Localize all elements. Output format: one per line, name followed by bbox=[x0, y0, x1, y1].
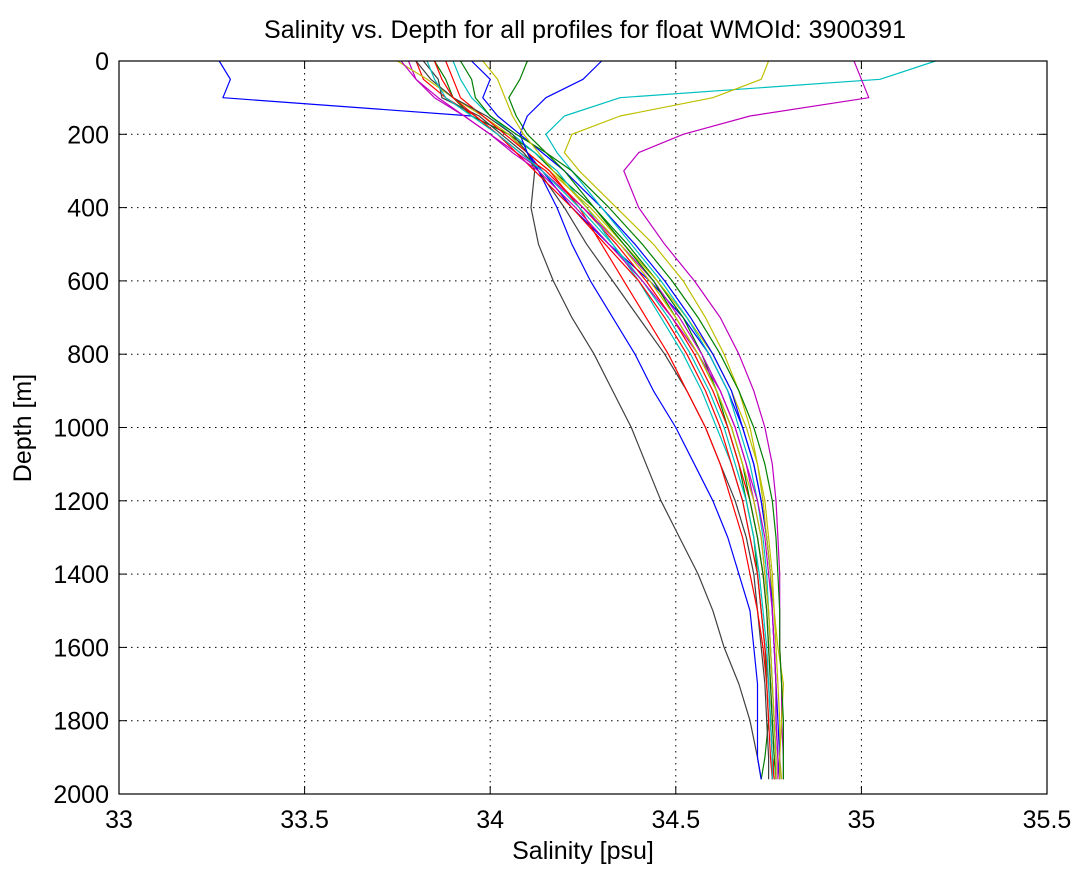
profile-line bbox=[459, 60, 785, 780]
x-tick-label: 35 bbox=[847, 806, 875, 834]
y-tick-label: 800 bbox=[67, 341, 109, 369]
y-tick-label: 1200 bbox=[53, 488, 109, 516]
axis-ticks: 33 33.5 34 34.5 35 35.5 0 200 400 600 800 1000 1200 1… bbox=[53, 48, 1071, 834]
y-tick-label: 1600 bbox=[53, 634, 109, 662]
y-tick-label: 600 bbox=[67, 268, 109, 296]
x-tick-label: 35.5 bbox=[1023, 806, 1072, 834]
y-axis-label: Depth [m] bbox=[9, 374, 37, 482]
profile-line bbox=[563, 60, 785, 780]
profile-line bbox=[445, 60, 773, 780]
y-tick-label: 1000 bbox=[53, 415, 109, 443]
y-tick-label: 1800 bbox=[53, 708, 109, 736]
x-tick-label: 34.5 bbox=[651, 806, 700, 834]
y-tick-label: 200 bbox=[67, 121, 109, 149]
profile-line bbox=[426, 60, 773, 780]
profile-line bbox=[482, 60, 777, 780]
y-tick-label: 0 bbox=[95, 48, 109, 76]
profile-line bbox=[400, 60, 779, 780]
y-tick-label: 2000 bbox=[53, 781, 109, 809]
x-axis-label: Salinity [psu] bbox=[512, 837, 654, 865]
x-tick-label: 33.5 bbox=[280, 806, 329, 834]
plot-area bbox=[218, 60, 936, 780]
x-tick-label: 33 bbox=[105, 806, 133, 834]
profile-line bbox=[422, 60, 770, 780]
y-tick-label: 400 bbox=[67, 195, 109, 223]
profile-line bbox=[415, 60, 762, 780]
x-tick-label: 34 bbox=[476, 806, 504, 834]
y-tick-label: 1400 bbox=[53, 561, 109, 589]
chart-title: Salinity vs. Depth for all profiles for … bbox=[264, 16, 906, 44]
